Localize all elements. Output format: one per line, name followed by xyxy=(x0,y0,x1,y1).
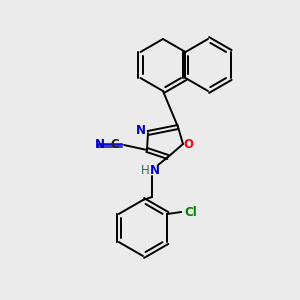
Text: C: C xyxy=(111,137,119,151)
Text: N: N xyxy=(95,137,105,151)
Text: N: N xyxy=(150,164,160,176)
Text: H: H xyxy=(141,164,149,176)
Text: Cl: Cl xyxy=(185,206,198,218)
Text: N: N xyxy=(136,124,146,137)
Text: O: O xyxy=(183,137,193,151)
